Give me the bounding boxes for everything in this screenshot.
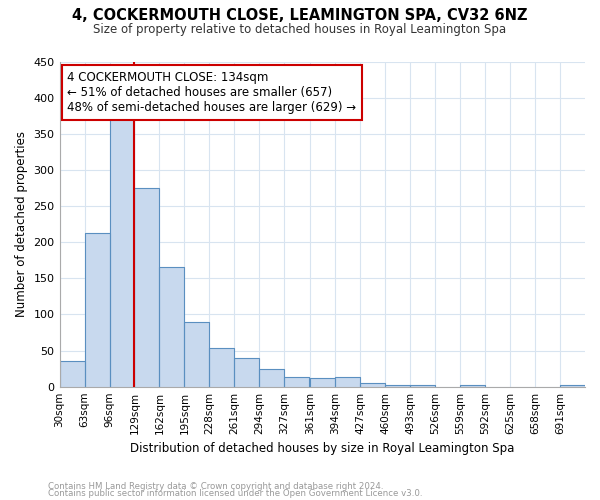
- Text: Contains HM Land Registry data © Crown copyright and database right 2024.: Contains HM Land Registry data © Crown c…: [48, 482, 383, 491]
- Y-axis label: Number of detached properties: Number of detached properties: [15, 131, 28, 317]
- X-axis label: Distribution of detached houses by size in Royal Leamington Spa: Distribution of detached houses by size …: [130, 442, 514, 455]
- Text: Size of property relative to detached houses in Royal Leamington Spa: Size of property relative to detached ho…: [94, 22, 506, 36]
- Text: Contains public sector information licensed under the Open Government Licence v3: Contains public sector information licen…: [48, 490, 422, 498]
- Text: 4 COCKERMOUTH CLOSE: 134sqm
← 51% of detached houses are smaller (657)
48% of se: 4 COCKERMOUTH CLOSE: 134sqm ← 51% of det…: [67, 72, 356, 114]
- Text: 4, COCKERMOUTH CLOSE, LEAMINGTON SPA, CV32 6NZ: 4, COCKERMOUTH CLOSE, LEAMINGTON SPA, CV…: [72, 8, 528, 22]
